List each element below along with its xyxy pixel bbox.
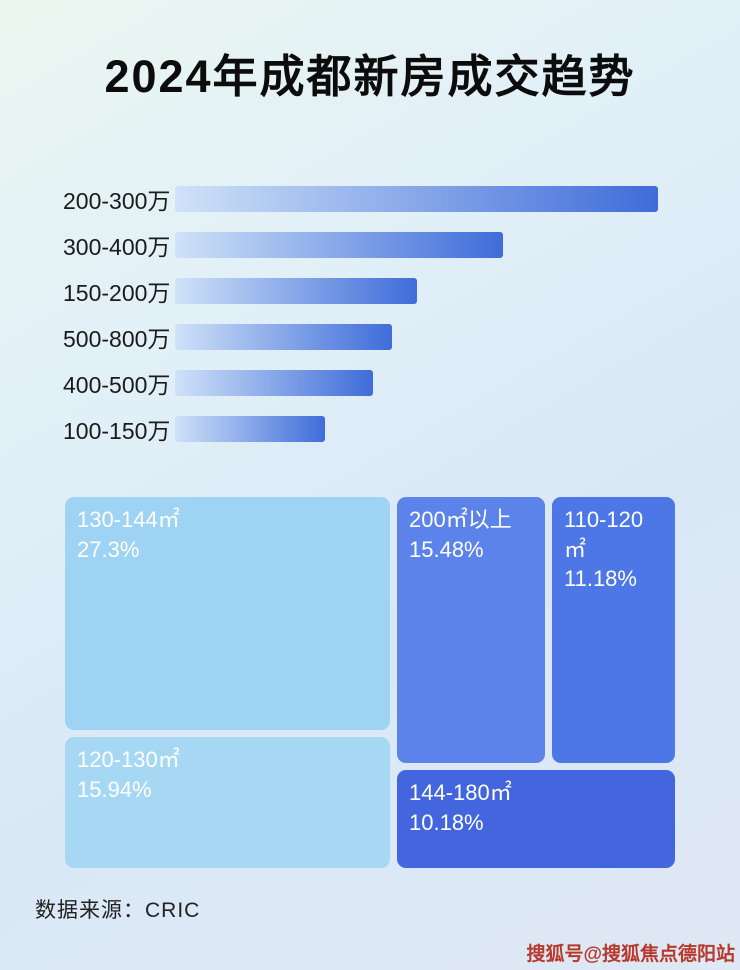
treemap-block-label: 144-180㎡ xyxy=(409,780,512,805)
bar-track xyxy=(175,324,658,350)
bar-label: 100-150万 xyxy=(63,418,171,444)
treemap-block-value: 27.3% xyxy=(77,536,140,562)
treemap-block-value: 15.94% xyxy=(77,776,152,802)
treemap-block-200-plus: 200㎡以上 15.48% xyxy=(397,497,545,763)
bar xyxy=(175,186,658,212)
bar-label: 300-400万 xyxy=(63,234,171,260)
treemap-block-110-120: 110-120㎡ 11.18% xyxy=(552,497,675,763)
bar-track xyxy=(175,186,658,212)
bar-track xyxy=(175,370,658,396)
treemap-block-label: 120-130㎡ xyxy=(77,747,180,772)
bar-track xyxy=(175,232,658,258)
bar-label: 150-200万 xyxy=(63,280,171,306)
bar xyxy=(175,278,417,304)
bar-label: 400-500万 xyxy=(63,372,171,398)
watermark: 搜狐号@搜狐焦点德阳站 xyxy=(526,944,735,965)
bar-row: 150-200万 xyxy=(63,268,678,314)
data-source: 数据来源：CRIC xyxy=(35,899,201,922)
page-title: 2024年成都新房成交趋势 xyxy=(104,51,636,102)
treemap-block-120-130: 120-130㎡ 15.94% xyxy=(65,737,390,868)
treemap: 130-144㎡ 27.3% 200㎡以上 15.48% 110-120㎡ 11… xyxy=(65,497,675,868)
bar xyxy=(175,324,393,350)
bar-row: 400-500万 xyxy=(63,360,678,406)
treemap-block-130-144: 130-144㎡ 27.3% xyxy=(65,497,390,730)
bar-row: 100-150万 xyxy=(63,406,678,452)
bar-track xyxy=(175,278,658,304)
treemap-block-value: 11.18% xyxy=(564,566,637,592)
treemap-block-label: 200㎡以上 xyxy=(409,507,512,532)
treemap-block-label: 130-144㎡ xyxy=(77,507,180,532)
bar xyxy=(175,370,374,396)
bar-chart: 200-300万 300-400万 150-200万 500-800万 400-… xyxy=(63,176,678,452)
bar-label: 500-800万 xyxy=(63,326,171,352)
bar-row: 500-800万 xyxy=(63,314,678,360)
bar-track xyxy=(175,416,658,442)
bar-row: 200-300万 xyxy=(63,176,678,222)
bar xyxy=(175,416,325,442)
bar xyxy=(175,232,504,258)
treemap-block-value: 15.48% xyxy=(409,536,484,562)
bar-row: 300-400万 xyxy=(63,222,678,268)
treemap-block-label: 110-120㎡ xyxy=(564,507,644,562)
treemap-block-value: 10.18% xyxy=(409,809,484,835)
treemap-block-144-180: 144-180㎡ 10.18% xyxy=(397,770,675,868)
bar-label: 200-300万 xyxy=(63,188,171,214)
